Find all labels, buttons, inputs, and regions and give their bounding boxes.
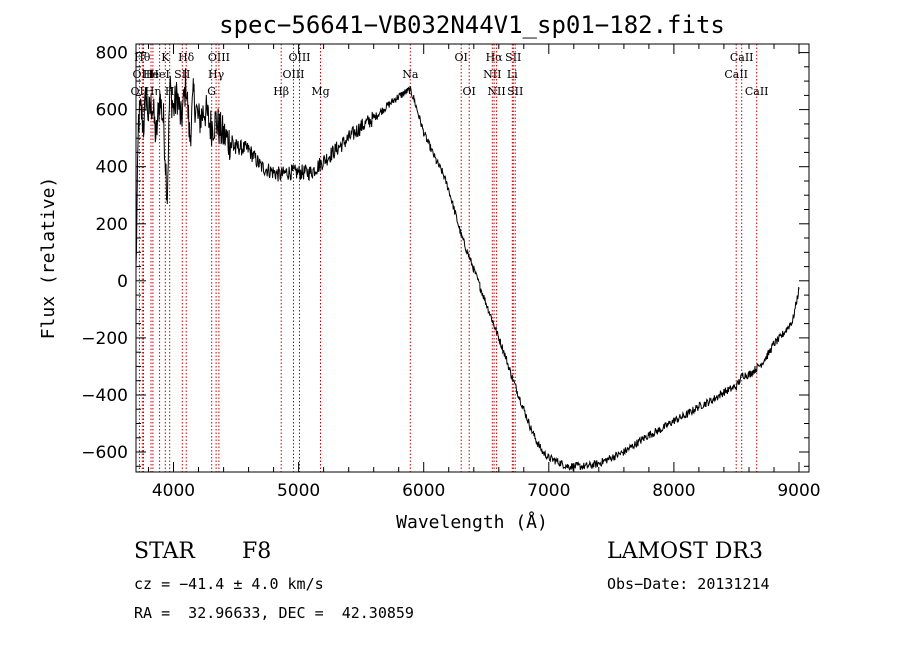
line-marker-label: Hθ: [134, 51, 151, 64]
observation-date: Obs−Date: 20131214: [607, 575, 770, 593]
line-marker-label: SII: [174, 68, 190, 81]
x-tick-label: 5000: [277, 481, 320, 501]
line-marker-label: Na: [402, 68, 419, 81]
line-marker-label: Li: [507, 68, 518, 81]
line-marker-label: Hγ: [208, 68, 225, 81]
y-tick-label: −600: [81, 443, 128, 463]
line-marker-label: CaII: [745, 85, 769, 98]
line-marker-label: OIII: [132, 68, 154, 81]
object-class: STAR: [134, 539, 195, 564]
line-marker-label: Hδ: [178, 51, 195, 64]
line-marker-label: Hη: [145, 85, 161, 98]
y-tick-label: −400: [81, 386, 128, 406]
object-subclass: F8: [242, 539, 272, 564]
series-line: [135, 68, 800, 472]
chart-title: spec−56641−VB032N44V1_sp01−182.fits: [219, 11, 725, 39]
y-tick-label: 800: [96, 44, 128, 64]
line-marker-label: SII: [507, 85, 523, 98]
plot-frame: [135, 43, 810, 473]
line-marker-label: NII: [487, 85, 505, 98]
y-tick-label: 400: [96, 158, 128, 178]
ra-dec-coordinates: RA = 32.96633, DEC = 42.30859: [134, 604, 414, 622]
y-tick-label: −200: [81, 329, 128, 349]
line-marker-label: OIII: [282, 68, 304, 81]
line-marker-label: OI: [463, 85, 476, 98]
line-marker-label: G: [207, 85, 216, 98]
series-group: [135, 68, 800, 472]
line-marker-label: HeI: [149, 68, 169, 81]
line-marker-label: Hβ: [273, 85, 289, 98]
line-marker-label: NII: [483, 68, 501, 81]
x-tick-label: 7000: [527, 481, 570, 501]
line-marker-label: K: [161, 51, 170, 64]
survey-name: LAMOST DR3: [607, 539, 763, 564]
axis-ticks: 4000 5000 6000 7000 8000 9000 −600 −400 −200 0 200…: [81, 44, 820, 501]
y-tick-label: 0: [117, 272, 128, 292]
line-marker-label: CaII: [724, 68, 748, 81]
line-marker-label: OII: [131, 85, 149, 98]
y-axis-label: Flux (relative): [38, 177, 59, 340]
line-marker-label: OIII: [288, 51, 310, 64]
x-tick-label: 8000: [652, 481, 695, 501]
line-marker-label: Mg: [311, 85, 329, 98]
line-marker-label: He: [143, 68, 159, 81]
line-marker-label: OIII: [208, 51, 230, 64]
x-tick-label: 9000: [777, 481, 820, 501]
line-marker-label: CaII: [730, 51, 754, 64]
x-axis-label: Wavelength (Å): [396, 511, 548, 533]
redshift-cz: cz = −41.4 ± 4.0 km/s: [134, 575, 324, 593]
x-tick-label: 6000: [402, 481, 445, 501]
line-marker-label: Hα: [486, 51, 504, 64]
line-markers: OIIHθOIIIHeHηHeIKHSIIHδGHγOIIIHβOIIIOIII…: [131, 44, 769, 472]
line-marker-label: SII: [505, 51, 521, 64]
line-marker-label: OI: [455, 51, 468, 64]
x-tick-label: 4000: [152, 481, 195, 501]
y-tick-label: 600: [96, 101, 128, 121]
y-tick-label: 200: [96, 215, 128, 235]
